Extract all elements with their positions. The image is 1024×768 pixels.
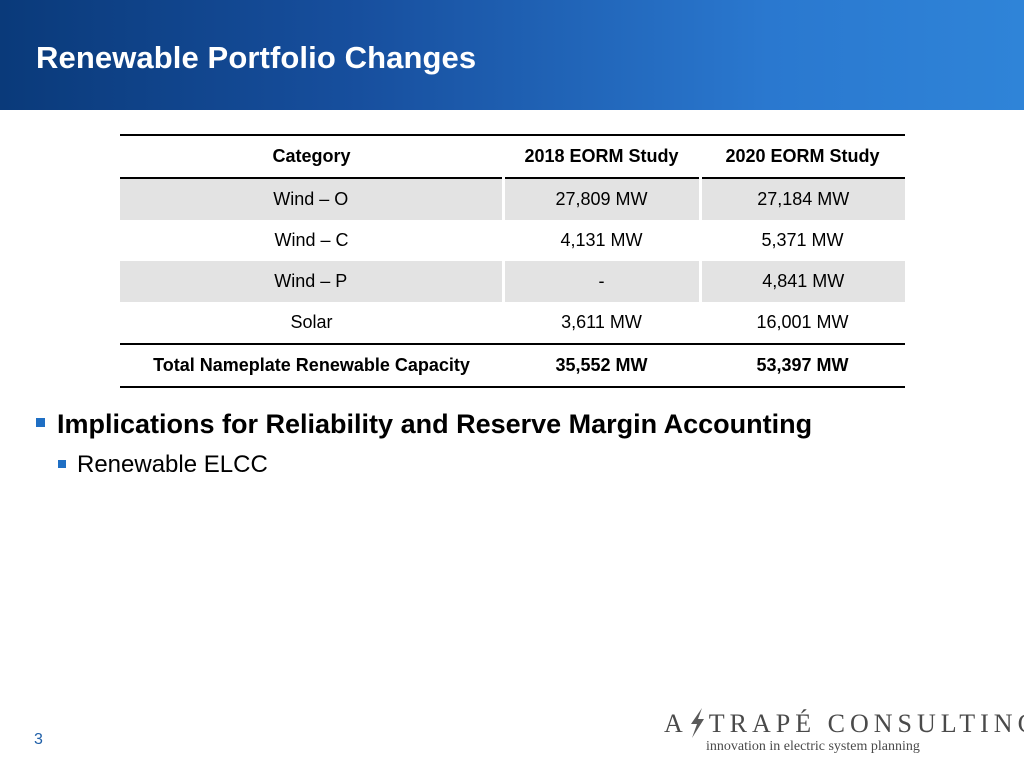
table-row: Wind – P - 4,841 MW: [120, 261, 905, 302]
bullet-level2: Renewable ELCC: [58, 448, 812, 482]
cell-2020: 4,841 MW: [698, 261, 905, 302]
portfolio-table: Category 2018 EORM Study 2020 EORM Study…: [120, 134, 905, 388]
cell-2018: 3,611 MW: [561, 312, 642, 332]
cell-2018: 27,809 MW: [501, 178, 700, 220]
square-bullet-icon: [36, 417, 45, 427]
page-number: 3: [34, 731, 43, 748]
cell-2018: -: [501, 261, 700, 302]
table-total-row: Total Nameplate Renewable Capacity 35,55…: [120, 343, 905, 388]
cell-category: Wind – P: [120, 261, 503, 302]
logo-letters-rest: TRAPÉ CONSULTING: [708, 709, 1024, 738]
cell-2020: 5,371 MW: [761, 230, 844, 250]
title-banner: Renewable Portfolio Changes: [0, 0, 1024, 110]
cell-category: Wind – C: [274, 230, 349, 250]
bullet-level1: Implications for Reliability and Reserve…: [36, 406, 812, 442]
logo-wordmark: A TRAPÉ CONSULTING: [664, 708, 1024, 739]
cell-2020: 27,184 MW: [698, 178, 905, 220]
total-2018: 35,552 MW: [503, 343, 700, 388]
astrape-logo: A TRAPÉ CONSULTING innovation in electric…: [664, 700, 1024, 762]
cell-category: Solar: [290, 312, 333, 332]
bullet-level1-text: Implications for Reliability and Reserve…: [57, 408, 813, 439]
cell-2020: 16,001 MW: [756, 312, 849, 332]
logo-letter-a: A: [664, 709, 688, 738]
table-row: Solar 3,611 MW 16,001 MW: [120, 302, 905, 344]
square-bullet-icon: [58, 460, 66, 468]
bullet-list: Implications for Reliability and Reserve…: [36, 406, 812, 482]
cell-2018: 4,131 MW: [560, 230, 643, 250]
total-label: Total Nameplate Renewable Capacity: [120, 343, 503, 388]
lightning-bolt-icon: [690, 708, 704, 738]
table-header-row: Category 2018 EORM Study 2020 EORM Study: [120, 134, 905, 179]
header-2018: 2018 EORM Study: [503, 134, 700, 179]
cell-category: Wind – O: [120, 178, 503, 220]
total-2020: 53,397 MW: [700, 343, 905, 388]
logo-tagline: innovation in electric system planning: [706, 739, 920, 754]
table-row: Wind – O 27,809 MW 27,184 MW: [120, 178, 905, 220]
header-category: Category: [120, 134, 503, 179]
bullet-level2-text: Renewable ELCC: [77, 451, 268, 478]
slide-title: Renewable Portfolio Changes: [36, 40, 477, 75]
header-2020: 2020 EORM Study: [700, 134, 905, 179]
table-row: Wind – C 4,131 MW 5,371 MW: [120, 220, 905, 261]
